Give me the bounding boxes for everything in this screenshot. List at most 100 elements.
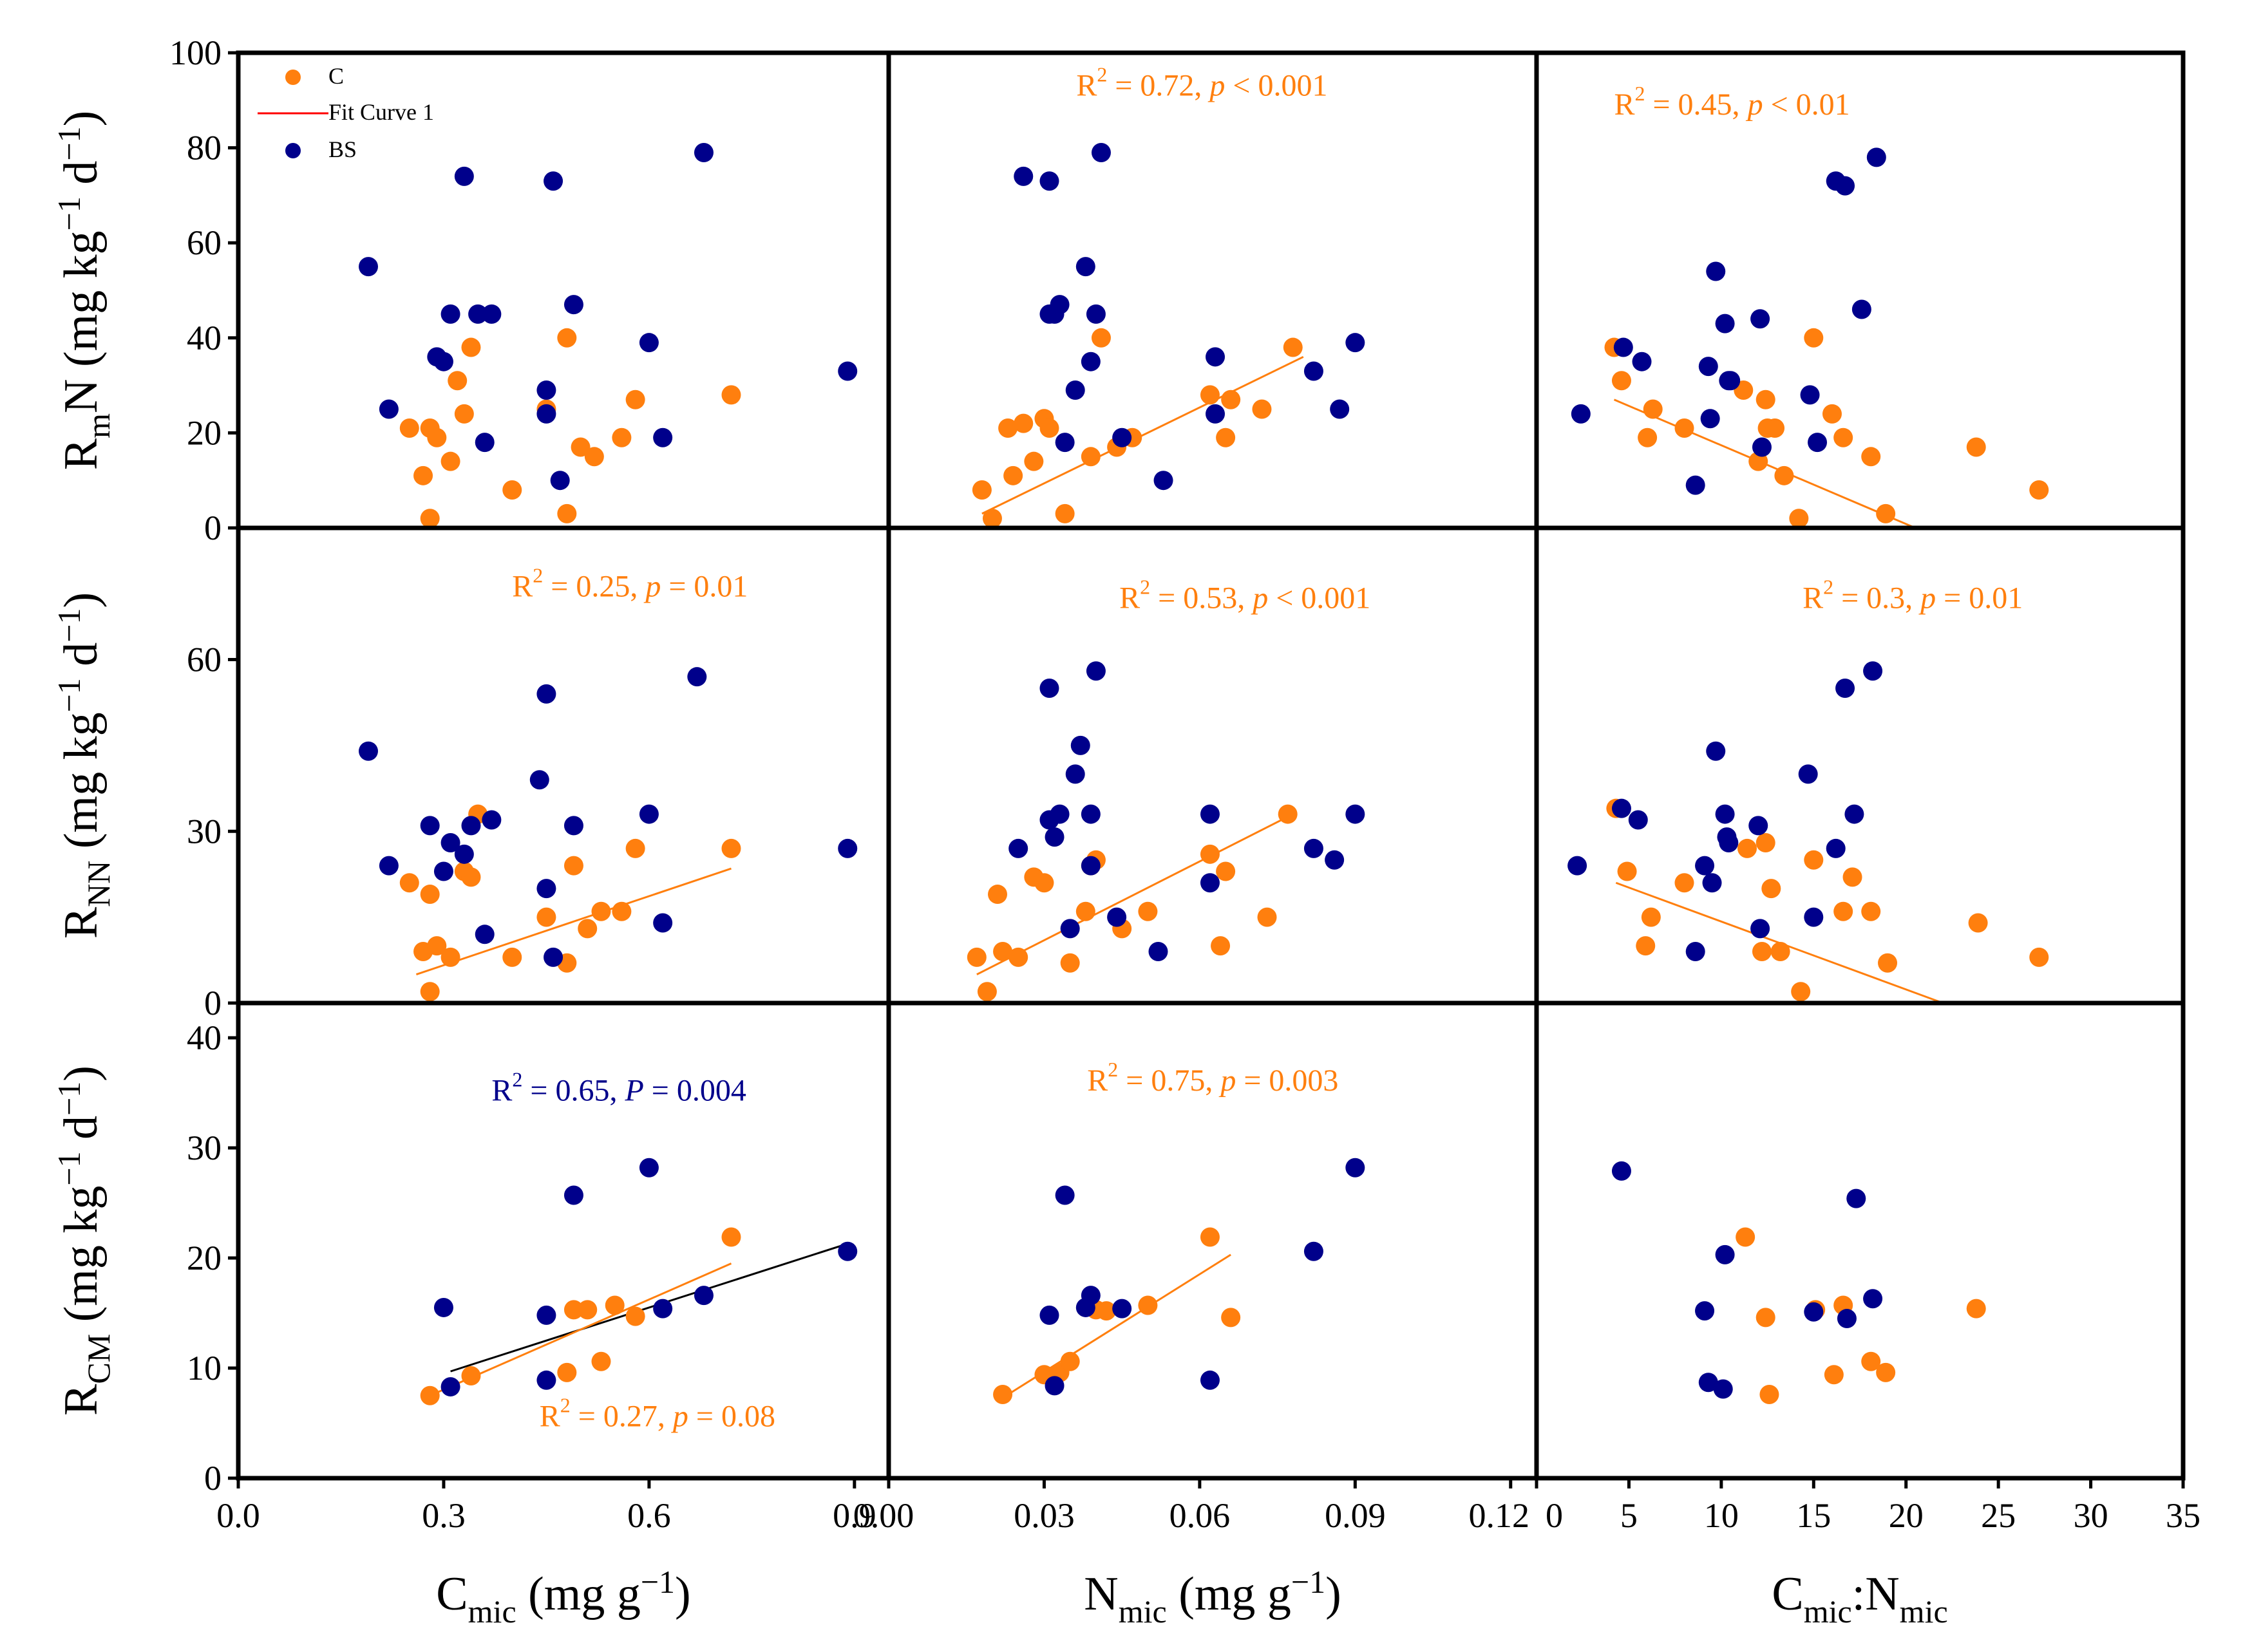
panel-r2c2: R2 = 0.53, p < 0.001 xyxy=(967,575,1370,1002)
point-bs xyxy=(1345,804,1365,824)
point-c xyxy=(420,885,440,905)
fit-line-c xyxy=(415,867,732,975)
point-bs xyxy=(1835,678,1855,698)
point-bs xyxy=(1045,827,1065,847)
point-c xyxy=(578,1300,598,1320)
point-bs xyxy=(536,684,556,704)
point-bs xyxy=(1695,1301,1715,1321)
x-axis-title: Cmic (mg g−1) xyxy=(436,1564,690,1629)
point-bs xyxy=(475,925,495,944)
point-c xyxy=(1968,913,1988,933)
point-bs xyxy=(1611,1161,1631,1181)
point-bs xyxy=(1303,361,1323,381)
point-bs xyxy=(639,1158,659,1178)
point-c xyxy=(413,465,433,485)
point-bs xyxy=(687,667,707,687)
point-bs xyxy=(1804,1302,1824,1322)
panel-frame xyxy=(1534,50,2186,530)
point-c xyxy=(1756,390,1775,409)
panel-r3c2: R2 = 0.75, p = 0.003 xyxy=(993,1058,1365,1405)
x-tick-label: 0 xyxy=(1546,1496,1563,1535)
point-bs xyxy=(1065,380,1085,400)
point-bs xyxy=(1039,678,1059,698)
point-bs xyxy=(1804,907,1824,927)
point-bs xyxy=(536,1305,556,1325)
point-c xyxy=(563,856,583,876)
point-c xyxy=(1034,873,1054,893)
x-tick-label: 0.12 xyxy=(1469,1496,1530,1535)
point-c xyxy=(563,1300,583,1320)
point-bs xyxy=(536,380,556,400)
y-tick-label: 0 xyxy=(204,1459,222,1497)
x-tick-label: 0.06 xyxy=(1169,1496,1231,1535)
point-c xyxy=(1211,936,1231,956)
point-c xyxy=(982,509,1002,529)
point-bs xyxy=(639,333,659,353)
point-c xyxy=(1876,1362,1896,1382)
point-bs xyxy=(1008,838,1028,858)
point-c xyxy=(1861,447,1881,467)
x-tick-label: 0.0 xyxy=(216,1496,260,1535)
point-bs xyxy=(482,304,502,324)
point-bs xyxy=(1685,475,1705,495)
point-bs xyxy=(1715,314,1735,333)
point-bs xyxy=(1748,816,1768,836)
point-bs xyxy=(1846,1188,1866,1208)
legend-item-bs: BS xyxy=(285,136,357,162)
point-bs xyxy=(433,352,453,371)
point-bs xyxy=(1081,1286,1101,1306)
point-c xyxy=(1257,907,1277,927)
point-c xyxy=(1216,427,1236,447)
point-bs xyxy=(639,804,659,824)
point-c xyxy=(1636,936,1656,956)
point-c xyxy=(1024,451,1044,471)
x-tick-label: 0.00 xyxy=(853,1496,914,1535)
point-c xyxy=(967,947,987,967)
point-c xyxy=(440,451,460,471)
point-c xyxy=(420,982,440,1002)
point-c xyxy=(1804,850,1824,870)
point-bs xyxy=(359,257,378,277)
point-c xyxy=(502,480,522,500)
point-c xyxy=(1003,465,1023,485)
panel-r2c1: R2 = 0.25, p = 0.01 xyxy=(359,564,858,1002)
fit-line-c xyxy=(976,813,1294,975)
point-bs xyxy=(1107,907,1127,927)
panel-r1c2: R2 = 0.72, p < 0.001 xyxy=(972,62,1365,529)
point-c xyxy=(1643,399,1663,419)
point-c xyxy=(448,371,468,391)
fit-line-bs xyxy=(450,1243,848,1373)
point-c xyxy=(399,873,419,893)
point-bs xyxy=(1752,437,1772,457)
point-bs xyxy=(433,1297,453,1317)
point-c xyxy=(1674,873,1694,893)
point-c xyxy=(1138,901,1158,921)
point-c xyxy=(1014,413,1034,433)
point-bs xyxy=(1045,1376,1065,1396)
point-c xyxy=(1138,1295,1158,1315)
point-bs xyxy=(1715,804,1735,824)
point-bs xyxy=(468,304,488,324)
point-bs xyxy=(1798,764,1818,784)
point-c xyxy=(461,1366,481,1385)
legend-marker xyxy=(285,143,301,158)
point-bs xyxy=(420,816,440,836)
point-bs xyxy=(1702,873,1722,893)
point-bs xyxy=(1567,856,1587,876)
point-c xyxy=(399,418,419,438)
point-c xyxy=(1966,437,1986,457)
point-bs xyxy=(653,427,673,447)
point-c xyxy=(1861,1351,1881,1371)
legend-label: BS xyxy=(328,136,357,162)
point-c xyxy=(1200,1227,1220,1247)
point-bs xyxy=(1750,309,1770,329)
point-bs xyxy=(1039,171,1059,191)
panel-frame xyxy=(1534,1000,2186,1481)
point-bs xyxy=(1835,176,1855,196)
y-tick-label: 30 xyxy=(187,812,222,850)
point-c xyxy=(427,427,447,447)
point-bs xyxy=(1055,433,1075,453)
point-c xyxy=(1278,804,1298,824)
point-bs xyxy=(1081,804,1101,824)
y-tick-label: 20 xyxy=(187,413,222,452)
